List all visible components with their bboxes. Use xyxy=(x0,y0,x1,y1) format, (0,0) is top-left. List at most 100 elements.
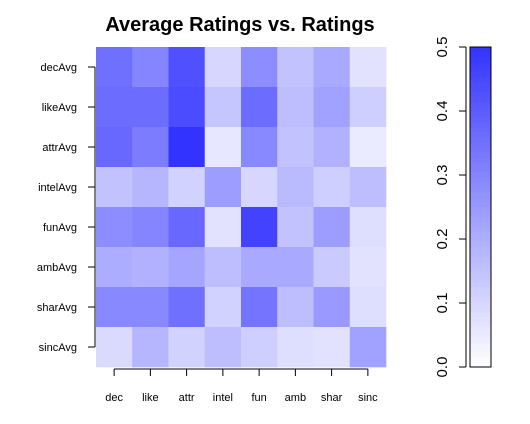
heatmap-cell xyxy=(277,327,314,368)
colorbar-segment xyxy=(470,267,491,273)
colorbar-segment xyxy=(470,102,491,108)
heatmap-cell xyxy=(349,327,387,368)
colorbar-tick-label: 0.1 xyxy=(434,293,451,314)
heatmap-cell xyxy=(313,247,351,288)
colorbar-segment xyxy=(470,217,491,223)
x-tick-label: attr xyxy=(179,392,195,404)
colorbar-segment xyxy=(470,272,491,278)
colorbar-segment xyxy=(470,167,491,173)
heatmap-cell xyxy=(96,47,133,88)
colorbar-segment xyxy=(470,342,491,348)
colorbar-segment xyxy=(470,192,491,198)
heatmap-cell xyxy=(96,287,133,328)
colorbar-segment xyxy=(470,222,491,228)
colorbar-segment xyxy=(470,242,491,248)
heatmap-cell xyxy=(168,47,206,88)
heatmap-cell xyxy=(277,87,314,128)
heatmap-cell xyxy=(132,247,169,288)
x-axis: dec like attr intel fun amb shar sinc xyxy=(105,368,378,404)
colorbar-segment xyxy=(470,277,491,283)
colorbar-segment xyxy=(470,197,491,203)
heatmap-cell xyxy=(277,47,314,88)
colorbar-tick-label: 0.4 xyxy=(434,101,451,122)
heatmap-cell xyxy=(313,47,351,88)
colorbar-segment xyxy=(470,182,491,188)
heatmap-cell xyxy=(204,207,242,248)
color-legend: 0.0 0.1 0.2 0.3 0.4 0.5 xyxy=(434,37,492,377)
colorbar-segment xyxy=(470,52,491,58)
colorbar-segment xyxy=(470,257,491,263)
y-axis: decAvg likeAvg attrAvg intelAvg funAvg ambAvg… xyxy=(37,62,96,354)
colorbar-segment xyxy=(470,152,491,158)
colorbar-segment xyxy=(470,117,491,123)
y-tick-label: likeAvg xyxy=(42,102,77,114)
heatmap-cell xyxy=(241,87,278,128)
colorbar-segment xyxy=(470,252,491,258)
colorbar-segment xyxy=(470,57,491,63)
colorbar-segment xyxy=(470,172,491,178)
colorbar-segment xyxy=(470,162,491,168)
heatmap-cell xyxy=(313,167,351,208)
colorbar-frame xyxy=(469,46,492,368)
heatmap-cell xyxy=(241,247,278,288)
colorbar-segment xyxy=(470,72,491,78)
colorbar-segment xyxy=(470,312,491,318)
heatmap-cells xyxy=(96,47,387,368)
colorbar-tick-label: 0.5 xyxy=(434,37,451,58)
colorbar-segment xyxy=(470,82,491,88)
colorbar-segment xyxy=(470,302,491,308)
x-tick-label: dec xyxy=(105,392,123,404)
heatmap-cell xyxy=(132,167,169,208)
colorbar-segment xyxy=(470,317,491,323)
heatmap-cell xyxy=(132,87,169,128)
colorbar-segment xyxy=(470,112,491,118)
colorbar-segment xyxy=(470,247,491,253)
heatmap-cell xyxy=(277,127,314,168)
colorbar-segment xyxy=(470,207,491,213)
heatmap-cell xyxy=(96,327,133,368)
y-tick-label: decAvg xyxy=(41,62,78,74)
heatmap-cell xyxy=(241,327,278,368)
colorbar-segment xyxy=(470,237,491,243)
heatmap-cell xyxy=(168,327,206,368)
colorbar-segment xyxy=(470,282,491,288)
heatmap-cell xyxy=(313,127,351,168)
colorbar-segment xyxy=(470,47,491,53)
heatmap-cell xyxy=(204,127,242,168)
colorbar-segment xyxy=(470,67,491,73)
heatmap-cell xyxy=(168,207,206,248)
heatmap-cell xyxy=(349,167,387,208)
heatmap-cell xyxy=(132,287,169,328)
heatmap-cell xyxy=(132,47,169,88)
heatmap-cell xyxy=(241,207,278,248)
heatmap-cell xyxy=(277,207,314,248)
colorbar-segment xyxy=(470,132,491,138)
colorbar-segment xyxy=(470,202,491,208)
colorbar-segment xyxy=(470,287,491,293)
colorbar-segment xyxy=(470,332,491,338)
heatmap-cell xyxy=(241,47,278,88)
colorbar-segment xyxy=(470,347,491,353)
heatmap-cell xyxy=(96,167,133,208)
x-tick-label: like xyxy=(142,392,159,404)
colorbar-segment xyxy=(470,327,491,333)
heatmap-cell xyxy=(241,287,278,328)
colorbar-segment xyxy=(470,362,491,368)
x-tick-label: sinc xyxy=(358,392,378,404)
heatmap-cell xyxy=(96,87,133,128)
heatmap-cell xyxy=(96,207,133,248)
heatmap-cell xyxy=(96,247,133,288)
heatmap-cell xyxy=(313,207,351,248)
colorbar-segment xyxy=(470,337,491,343)
y-tick-label: sincAvg xyxy=(39,342,77,354)
heatmap-cell xyxy=(313,287,351,328)
y-tick-label: funAvg xyxy=(43,222,77,234)
heatmap-cell xyxy=(168,287,206,328)
colorbar-tick-label: 0.3 xyxy=(434,165,451,186)
colorbar-tick-label: 0.2 xyxy=(434,229,451,250)
colorbar-segment xyxy=(470,232,491,238)
heatmap-cell xyxy=(204,247,242,288)
colorbar-segment xyxy=(470,77,491,83)
heatmap-cell xyxy=(132,327,169,368)
